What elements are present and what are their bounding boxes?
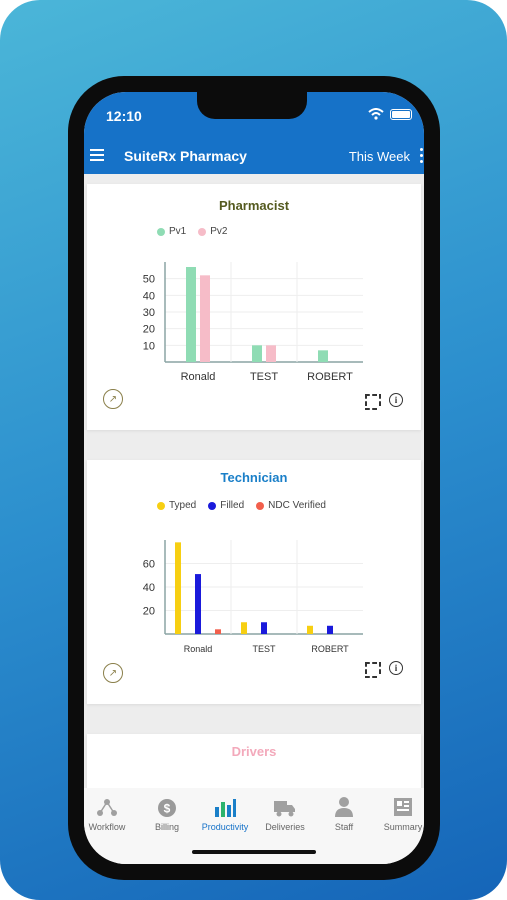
- period-selector[interactable]: This Week: [348, 149, 410, 164]
- summary-icon: [374, 796, 424, 818]
- legend-swatch-ndc-verified: [256, 501, 265, 510]
- tab-workflow[interactable]: Workflow: [84, 796, 136, 832]
- chart-legend: Pv1 Pv2: [157, 226, 227, 237]
- legend-item: Filled: [208, 500, 244, 511]
- kebab-icon-dot: [420, 148, 423, 151]
- trend-icon[interactable]: ↗: [103, 389, 123, 409]
- bar-chart-icon: [196, 796, 254, 818]
- wifi-icon: [368, 108, 384, 120]
- y-tick-label: 10: [143, 340, 155, 352]
- legend-label: Pv1: [169, 226, 187, 237]
- app-bar: 12:10 SuiteRx Pharmacy This Week: [84, 92, 424, 174]
- legend-label: Pv2: [210, 226, 228, 237]
- dollar-icon: $: [138, 796, 196, 818]
- card-title: Pharmacist: [218, 198, 290, 213]
- legend-item: NDC Verified: [256, 500, 326, 511]
- chart-tools: i: [365, 393, 403, 407]
- technician-bar-chart: 20 40 60 Ronald TEST ROBERT: [143, 540, 363, 654]
- more-options-button[interactable]: [420, 148, 424, 163]
- battery-icon: [390, 108, 412, 120]
- info-icon[interactable]: i: [389, 393, 403, 407]
- bar-pv2: [266, 345, 276, 362]
- y-tick-label: 30: [143, 307, 155, 319]
- expand-icon[interactable]: [365, 394, 377, 406]
- tab-label: Summary: [383, 822, 423, 832]
- tab-billing[interactable]: $ Billing: [138, 796, 196, 832]
- phone-screen: 12:10 SuiteRx Pharmacy This Week Pharmac…: [84, 92, 424, 864]
- tab-summary[interactable]: Summary: [374, 796, 424, 832]
- bar-typed: [175, 542, 181, 634]
- bar-filled: [327, 625, 333, 634]
- menu-button[interactable]: [90, 149, 104, 161]
- info-icon[interactable]: i: [389, 661, 403, 675]
- notch: [197, 92, 307, 119]
- x-tick-label: TEST: [252, 644, 276, 654]
- tab-label: Billing: [154, 822, 179, 832]
- legend-label: NDC Verified: [268, 500, 326, 511]
- drivers-card: Drivers: [87, 734, 421, 794]
- pharmacist-card: Pharmacist Pv1 Pv2 10 20 30 40 50 Ronald TEST R…: [87, 184, 421, 430]
- legend-swatch-pv1: [157, 227, 165, 236]
- bar-pv1: [318, 350, 328, 362]
- bar-typed: [241, 622, 247, 634]
- pharmacist-bar-chart: 10 20 30 40 50 Ronald TEST ROBERT: [143, 262, 363, 383]
- status-icons: [368, 108, 412, 120]
- expand-icon[interactable]: [365, 662, 377, 674]
- chart-tools: i: [365, 661, 403, 675]
- legend-swatch-pv2: [198, 227, 207, 236]
- legend-swatch-filled: [208, 501, 217, 510]
- bar-ndc-verified: [215, 629, 221, 634]
- y-tick-label: 60: [143, 559, 155, 571]
- legend-swatch-typed: [157, 501, 165, 510]
- x-tick-label: Ronald: [181, 371, 216, 383]
- menu-icon-line: [90, 154, 104, 156]
- app-title: SuiteRx Pharmacy: [124, 148, 247, 164]
- tab-productivity[interactable]: Productivity: [196, 796, 254, 832]
- x-tick-label: ROBERT: [307, 371, 353, 383]
- legend-label: Typed: [169, 500, 197, 511]
- kebab-icon-dot: [420, 154, 423, 157]
- y-tick-label: 40: [143, 582, 155, 594]
- technician-card: Technician Typed Filled NDC Verified 20 4…: [87, 460, 421, 704]
- x-tick-label: ROBERT: [311, 644, 349, 654]
- tab-deliveries[interactable]: Deliveries: [256, 796, 314, 832]
- svg-text:$: $: [164, 802, 171, 816]
- card-title: Drivers: [231, 744, 277, 759]
- menu-icon-line: [90, 159, 104, 161]
- legend-item: Typed: [157, 500, 196, 511]
- x-tick-label: TEST: [250, 371, 278, 383]
- y-tick-label: 50: [143, 274, 155, 286]
- y-tick-label: 20: [143, 324, 155, 336]
- trend-icon[interactable]: ↗: [103, 663, 123, 683]
- bar-filled: [195, 574, 201, 634]
- workflow-icon: [84, 796, 136, 818]
- kebab-icon-dot: [420, 160, 423, 163]
- menu-icon-line: [90, 149, 104, 151]
- bar-typed: [307, 625, 313, 634]
- x-tick-label: Ronald: [184, 644, 213, 654]
- tab-label: Workflow: [88, 822, 126, 832]
- tab-label: Deliveries: [265, 822, 305, 832]
- legend-item: Pv1: [157, 226, 186, 237]
- tab-staff[interactable]: Staff: [315, 796, 373, 832]
- bar-pv1: [252, 345, 262, 362]
- y-tick-label: 40: [143, 290, 155, 302]
- truck-icon: [256, 796, 314, 818]
- bar-pv1: [186, 267, 196, 362]
- home-indicator: [192, 850, 316, 854]
- chart-legend: Typed Filled NDC Verified: [157, 500, 326, 511]
- tab-label: Staff: [334, 822, 354, 832]
- bar-pv2: [200, 275, 210, 362]
- person-icon: [315, 796, 373, 818]
- bar-filled: [261, 622, 267, 634]
- legend-item: Pv2: [198, 226, 227, 237]
- legend-label: Filled: [220, 500, 245, 511]
- tab-label: Productivity: [201, 822, 249, 832]
- status-time: 12:10: [106, 108, 142, 124]
- y-tick-label: 20: [143, 606, 155, 618]
- card-title: Technician: [220, 470, 288, 485]
